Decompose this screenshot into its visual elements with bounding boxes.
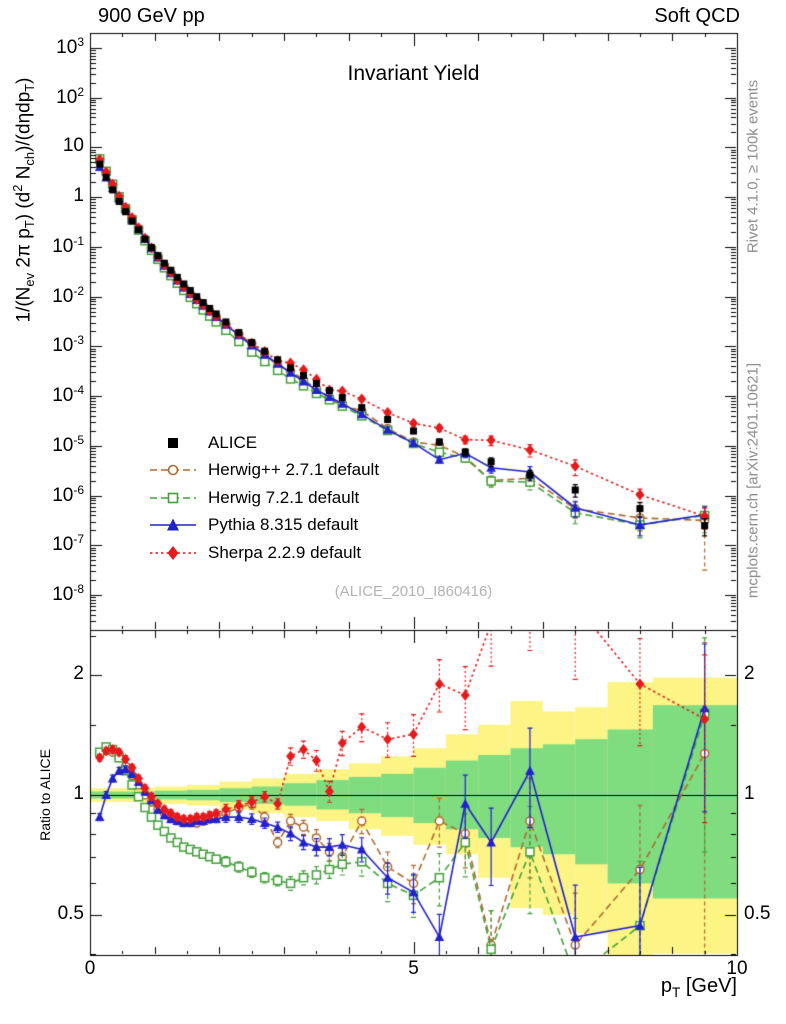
main-y-tick-label: 10-5 bbox=[52, 432, 84, 457]
mcplots-reference-watermark: mcplots.cern.ch [arXiv:2401.10621] bbox=[744, 362, 762, 599]
sherpa-legend-marker-icon bbox=[150, 545, 196, 560]
ratio-y-tick-label-right: 1 bbox=[744, 783, 755, 805]
main-y-tick-label: 10-8 bbox=[52, 582, 84, 606]
ratio-y-tick-label-right: 0.5 bbox=[744, 903, 771, 925]
x-axis-label: pT [GeV] bbox=[660, 975, 737, 1000]
legend-item-alice: ALICE bbox=[150, 429, 379, 457]
legend-label-herwig7: Herwig 7.2.1 default bbox=[208, 487, 360, 507]
main-y-tick-label: 102 bbox=[56, 84, 84, 108]
main-y-tick-label: 10 bbox=[62, 135, 84, 157]
x-tick-label: 0 bbox=[84, 958, 96, 979]
process-group-label: Soft QCD bbox=[654, 5, 740, 27]
legend: ALICE Herwig++ 2.7.1 default Herwig 7.2.1 … bbox=[150, 429, 379, 567]
legend-label-herwigpp: Herwig++ 2.7.1 default bbox=[208, 460, 380, 480]
main-y-tick-label: 10-3 bbox=[52, 333, 84, 357]
legend-item-herwigpp: Herwig++ 2.7.1 default bbox=[150, 457, 379, 485]
legend-label-pythia: Pythia 8.315 default bbox=[208, 515, 359, 535]
x-tick-label: 10 bbox=[726, 958, 748, 979]
x-tick-label: 5 bbox=[408, 958, 419, 979]
ratio-y-tick-label-left: 0.5 bbox=[57, 903, 84, 925]
plot-title: Invariant Yield bbox=[347, 62, 480, 85]
rivet-version-watermark: Rivet 4.1.0, ≥ 100k events bbox=[744, 79, 762, 254]
analysis-id-watermark: (ALICE_2010_I860416) bbox=[334, 583, 493, 600]
legend-item-pythia: Pythia 8.315 default bbox=[150, 512, 379, 540]
herwigpp-legend-marker-icon bbox=[150, 464, 196, 476]
main-y-tick-label: 10-2 bbox=[52, 283, 84, 307]
main-y-axis-label: 1/(Nev 2π pT) (d2 Nch)/(dηdpT) bbox=[10, 77, 38, 323]
herwig7-legend-marker-icon bbox=[150, 492, 196, 504]
legend-label-alice: ALICE bbox=[208, 432, 258, 452]
legend-item-sherpa: Sherpa 2.2.9 default bbox=[150, 539, 379, 567]
main-y-tick-label: 10-4 bbox=[52, 383, 84, 407]
legend-item-herwig7: Herwig 7.2.1 default bbox=[150, 484, 379, 512]
ratio-y-tick-label-left: 1 bbox=[73, 783, 84, 805]
main-y-tick-label: 10-6 bbox=[52, 482, 84, 506]
pythia-legend-marker-icon bbox=[150, 518, 196, 531]
main-y-tick-label: 10-7 bbox=[52, 532, 84, 556]
main-y-tick-label: 10-1 bbox=[52, 233, 84, 258]
ratio-y-tick-label-right: 2 bbox=[744, 663, 755, 685]
beam-energy-label: 900 GeV pp bbox=[98, 5, 205, 27]
ratio-y-axis-label: Ratio to ALICE bbox=[37, 749, 53, 841]
ratio-y-tick-label-left: 2 bbox=[73, 663, 84, 685]
alice-legend-marker-icon bbox=[168, 437, 178, 448]
main-y-tick-label: 103 bbox=[56, 34, 84, 59]
main-y-tick-label: 1 bbox=[73, 185, 84, 207]
legend-label-sherpa: Sherpa 2.2.9 default bbox=[208, 542, 362, 562]
